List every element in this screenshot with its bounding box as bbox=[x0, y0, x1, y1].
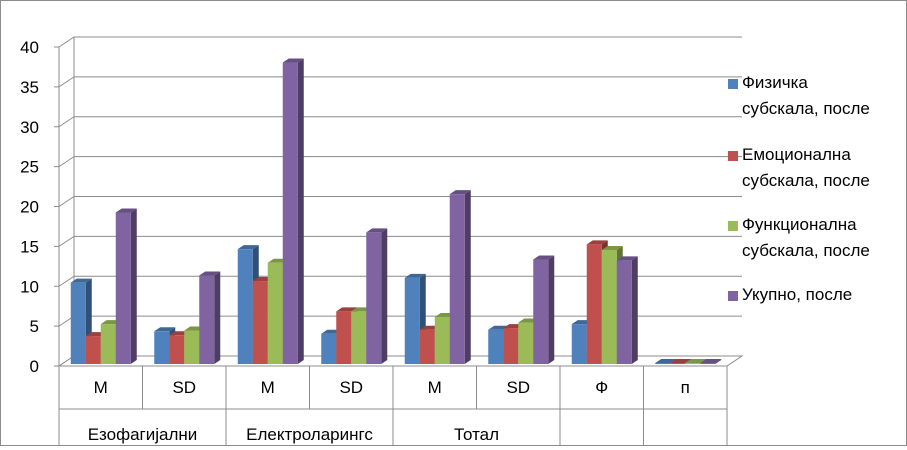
bar-top bbox=[533, 255, 555, 260]
bar bbox=[154, 331, 170, 364]
bar-side bbox=[548, 255, 555, 364]
bar bbox=[419, 329, 435, 364]
bar bbox=[267, 262, 283, 364]
y-tick-label: 40 bbox=[20, 38, 39, 57]
bar bbox=[685, 363, 701, 364]
bar-side bbox=[381, 228, 388, 364]
bar-top bbox=[282, 58, 304, 63]
bar-top bbox=[700, 359, 722, 363]
y-tick-label: 25 bbox=[20, 158, 39, 177]
gridline-side bbox=[58, 235, 75, 247]
bar-top bbox=[199, 271, 221, 276]
bar bbox=[282, 62, 298, 365]
bar bbox=[434, 316, 450, 364]
bar bbox=[518, 322, 534, 364]
bar bbox=[571, 324, 587, 364]
bar-top bbox=[685, 359, 707, 363]
y-tick-label: 35 bbox=[20, 78, 39, 97]
bar bbox=[115, 212, 131, 364]
bar-top bbox=[154, 327, 176, 332]
y-tick-label: 30 bbox=[20, 118, 39, 137]
gridline-side bbox=[58, 76, 75, 88]
bar-top bbox=[366, 228, 388, 233]
bar-side bbox=[214, 271, 221, 364]
gridline-side bbox=[58, 36, 75, 48]
bar bbox=[601, 249, 617, 364]
bar-top bbox=[70, 278, 92, 283]
legend-swatch bbox=[728, 151, 738, 161]
bar bbox=[700, 363, 716, 364]
bar bbox=[70, 282, 86, 364]
bar-side bbox=[297, 58, 304, 365]
bar bbox=[404, 277, 420, 364]
x-tick-label: M bbox=[428, 378, 442, 397]
bar-top bbox=[670, 359, 692, 363]
bar bbox=[237, 249, 253, 364]
legend-swatch bbox=[728, 79, 738, 89]
bar-top bbox=[115, 208, 137, 213]
legend-swatch bbox=[728, 221, 738, 231]
legend-swatch bbox=[728, 291, 738, 301]
bar bbox=[488, 329, 504, 364]
bar bbox=[616, 260, 632, 364]
bar bbox=[586, 244, 602, 364]
bar-top bbox=[404, 273, 426, 278]
legend-label: Укупно, после bbox=[742, 285, 852, 304]
bar-top bbox=[601, 245, 623, 250]
bar bbox=[533, 259, 549, 364]
x-tick-label: SD bbox=[339, 378, 363, 397]
gridline-side bbox=[58, 156, 75, 168]
bar bbox=[252, 281, 268, 364]
bar-top bbox=[449, 190, 471, 195]
bar bbox=[169, 335, 185, 364]
bar-top bbox=[655, 359, 677, 363]
x-tick-label: M bbox=[261, 378, 275, 397]
legend-label: Физичка субскала, после bbox=[742, 73, 870, 118]
bar-side bbox=[130, 208, 137, 364]
x-tick-label: SD bbox=[172, 378, 196, 397]
group-label: Тотал bbox=[454, 425, 499, 444]
bar bbox=[655, 363, 671, 364]
legend-label: Функционална субскала, после bbox=[742, 215, 870, 260]
bar bbox=[184, 330, 200, 364]
bar-top bbox=[237, 245, 259, 250]
bar-top bbox=[616, 256, 638, 261]
y-tick-label: 5 bbox=[30, 317, 39, 336]
bar bbox=[336, 311, 352, 364]
bar bbox=[351, 311, 367, 364]
bar bbox=[503, 328, 519, 364]
gridline-side bbox=[58, 116, 75, 128]
group-label: Електроларингс bbox=[246, 425, 373, 444]
bar bbox=[366, 232, 382, 364]
bar-side bbox=[631, 256, 638, 364]
y-tick-label: 0 bbox=[30, 357, 39, 376]
x-tick-label: п bbox=[681, 378, 690, 397]
group-label: Езофагијални bbox=[88, 425, 198, 444]
x-tick-label: M bbox=[94, 378, 108, 397]
bar bbox=[670, 363, 686, 364]
bar-side bbox=[464, 190, 471, 364]
gridline-side bbox=[58, 275, 75, 287]
x-tick-label: Ф bbox=[595, 378, 608, 397]
y-tick-label: 20 bbox=[20, 198, 39, 217]
bar bbox=[100, 324, 116, 364]
y-tick-label: 15 bbox=[20, 237, 39, 256]
legend-label: Емоционална субскала, после bbox=[742, 145, 870, 190]
bar bbox=[199, 275, 215, 364]
bar bbox=[85, 336, 101, 364]
bar-side bbox=[715, 359, 722, 364]
y-tick-label: 10 bbox=[20, 277, 39, 296]
bar bbox=[449, 194, 465, 364]
x-tick-label: SD bbox=[506, 378, 530, 397]
bar bbox=[321, 333, 337, 364]
bar-top bbox=[336, 307, 358, 312]
gridline-side bbox=[58, 196, 75, 207]
bar-top bbox=[586, 240, 608, 245]
